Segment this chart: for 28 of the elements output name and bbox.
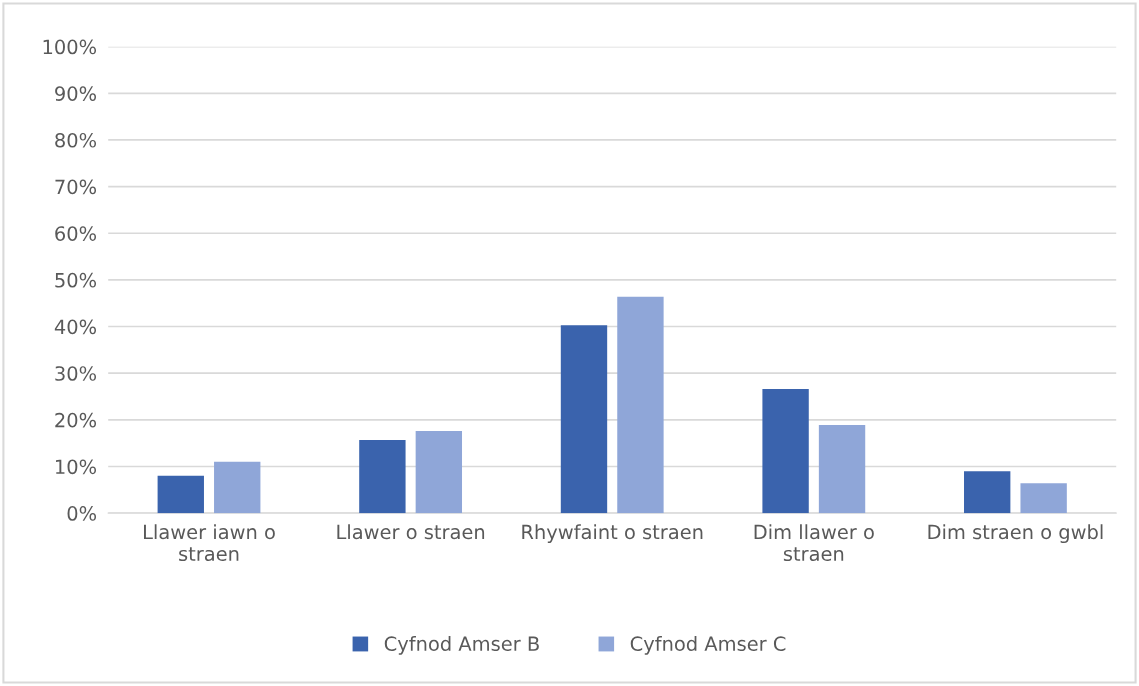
x-tick-label: Dim straen o gwbl [928,524,1103,544]
y-tick-label: 80% [55,132,97,148]
y-tick-label: 0% [67,506,97,521]
bar [214,461,261,514]
y-tick-label: 60% [55,226,97,241]
x-tick-label: Dim llawer o straen [754,524,874,562]
bar [157,475,204,514]
y-tick-label: 90% [55,86,97,101]
y-tick-label: 10% [56,459,97,475]
y-tick-label: 40% [54,319,97,335]
y-tick-label: 30% [55,366,97,381]
x-tick-label: Llawer o straen [337,524,485,540]
bar [359,439,406,514]
bar [964,471,1011,514]
bar [617,296,664,514]
y-tick-label: 20% [55,412,97,428]
y-tick-label: 50% [55,272,97,288]
bar [415,431,463,514]
bar [1020,483,1067,514]
bar [762,389,809,514]
y-tick-label: 70% [55,179,97,195]
y-tick-label: 100% [43,39,97,55]
bar [560,325,608,514]
bar [818,424,866,514]
legend-label: Cyfnod Amser C [630,635,786,655]
legend-label: Cyfnod Amser B [384,635,539,655]
x-tick-label: Rhywfaint o straen [522,524,703,544]
x-tick-label: Llawer iawn o straen [144,524,275,562]
